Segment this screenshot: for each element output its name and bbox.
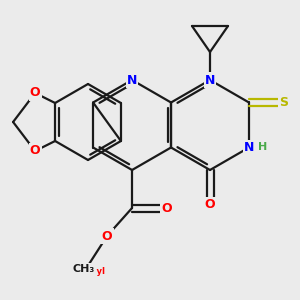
Text: O: O — [30, 86, 40, 100]
Text: O: O — [205, 199, 215, 212]
Text: methyl: methyl — [73, 268, 106, 277]
Text: N: N — [127, 74, 137, 86]
Text: CH₃: CH₃ — [73, 264, 95, 274]
Text: O: O — [30, 145, 40, 158]
Text: S: S — [280, 96, 289, 109]
Text: O: O — [102, 230, 112, 242]
Text: O: O — [162, 202, 172, 214]
Text: N: N — [244, 141, 254, 154]
Text: H: H — [258, 142, 268, 152]
Text: N: N — [205, 74, 215, 86]
